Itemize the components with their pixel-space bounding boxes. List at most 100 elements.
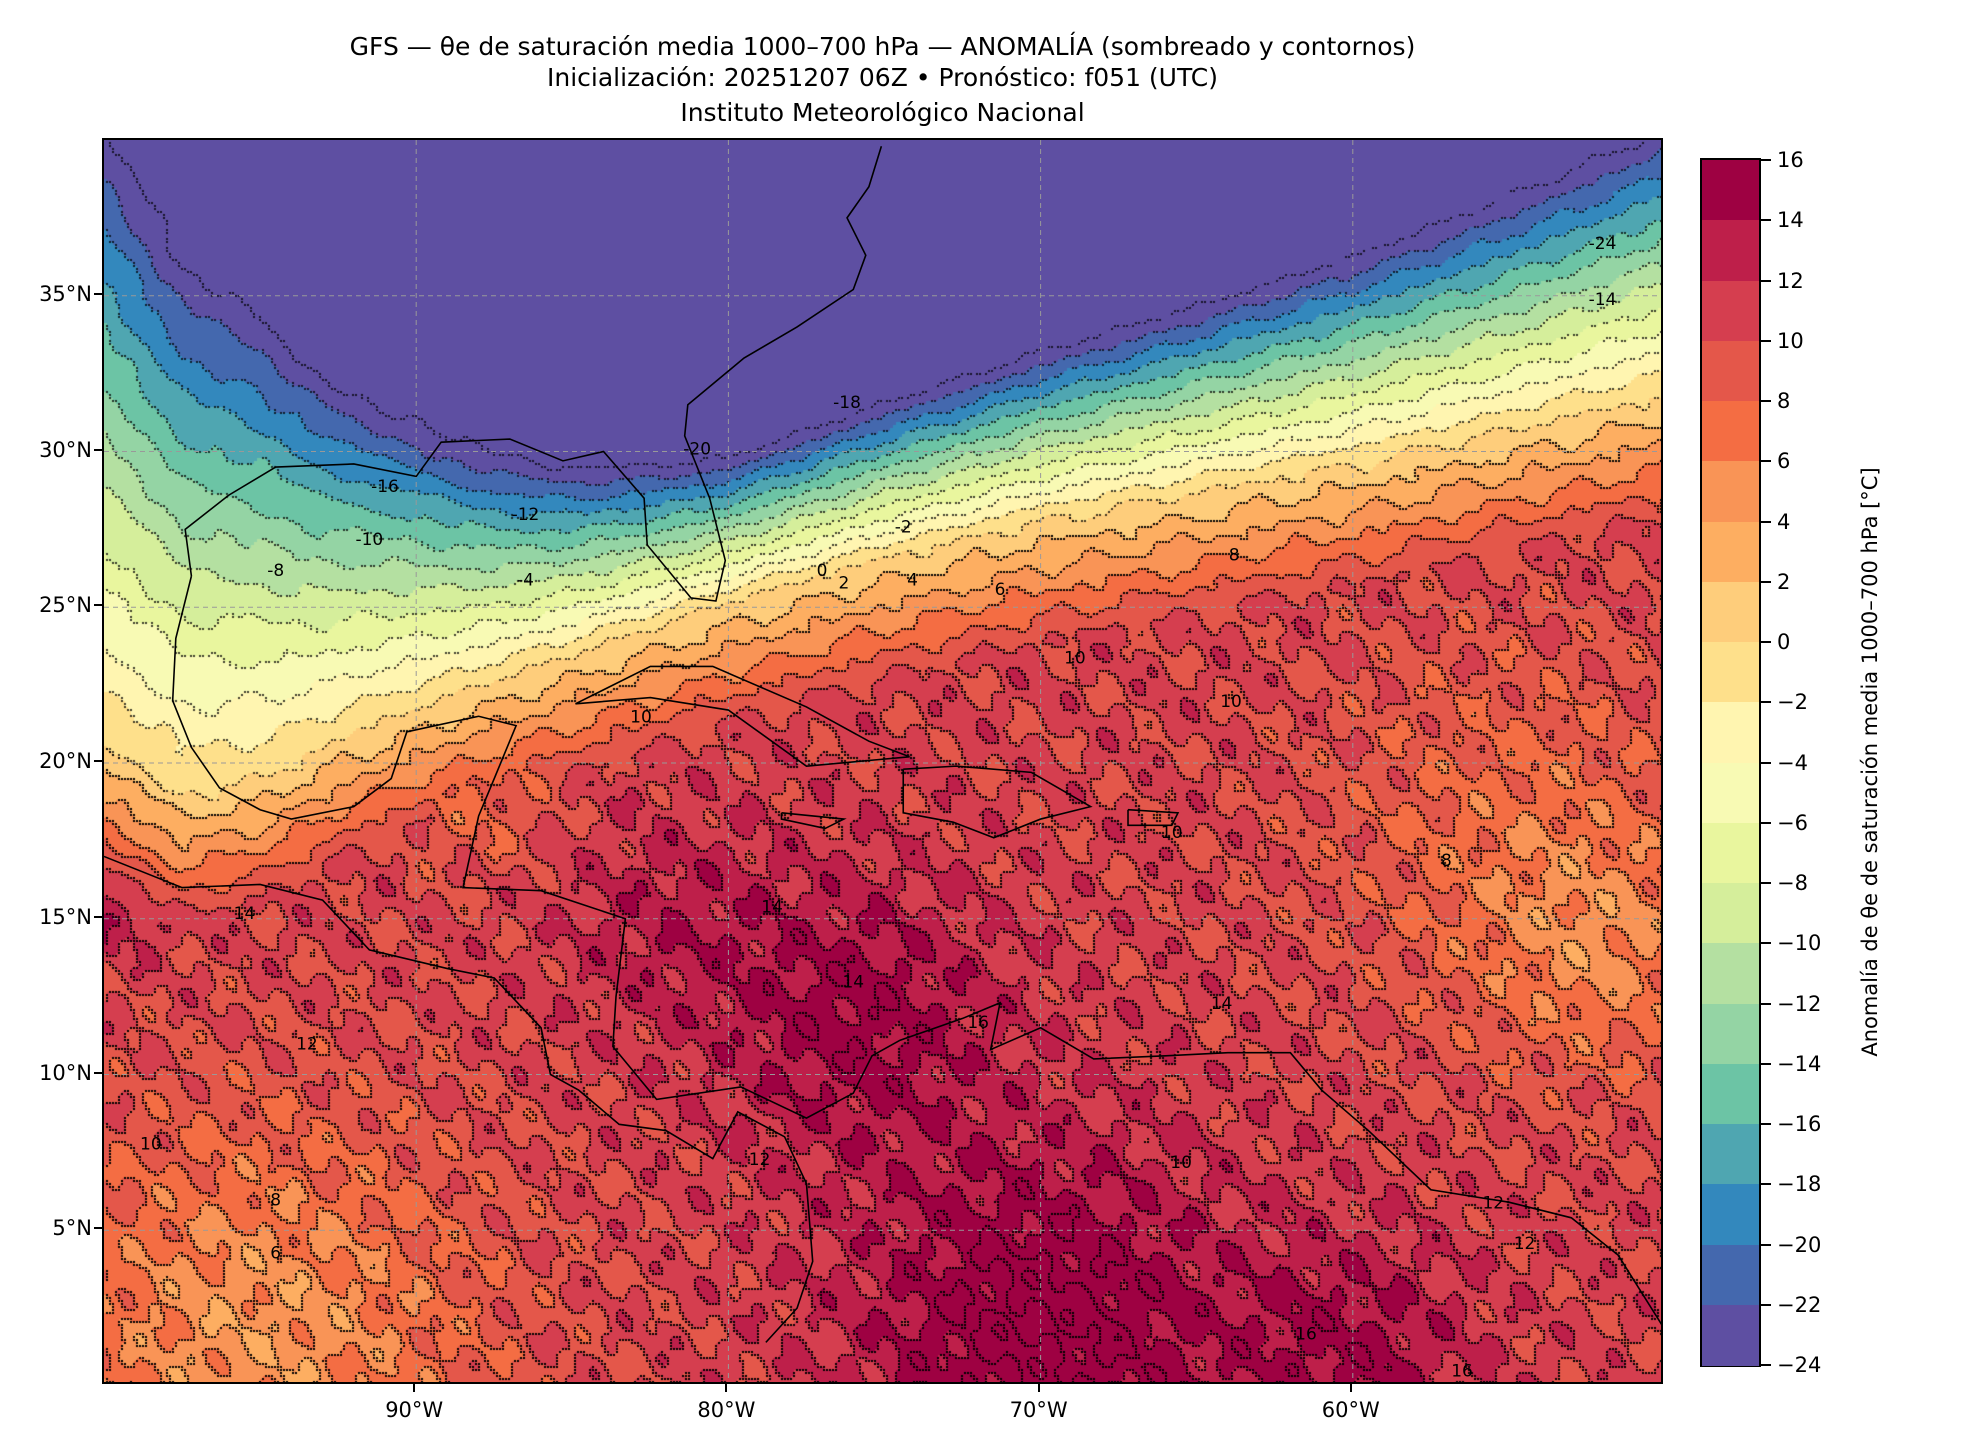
y-tick-mark <box>94 915 102 918</box>
contour-label: 10 <box>140 1134 162 1154</box>
colorbar-tick-label: −6 <box>1777 810 1808 835</box>
contour-label: 16 <box>1295 1324 1317 1344</box>
contour-label: 6 <box>270 1243 281 1263</box>
contour-label: -10 <box>355 530 383 550</box>
contour-label: 4 <box>907 570 918 590</box>
coastline <box>575 665 910 767</box>
contour-label: 14 <box>1211 994 1233 1014</box>
colorbar-tick-mark <box>1761 400 1771 402</box>
contour-label: 10 <box>1064 648 1086 668</box>
colorbar-segment <box>1702 160 1759 221</box>
colorbar-tick-mark <box>1761 219 1771 222</box>
colorbar-tick-label: 8 <box>1777 389 1791 413</box>
colorbar-segment <box>1702 1063 1759 1125</box>
coastline <box>184 145 883 602</box>
coastline <box>1127 808 1180 827</box>
colorbar-tick-mark <box>1761 701 1771 704</box>
chart-subtitle: Inicialización: 20251207 06Z • Pronóstic… <box>547 63 1218 92</box>
y-tick-mark <box>94 1071 102 1074</box>
colorbar-tick-label: −22 <box>1777 1292 1822 1317</box>
colorbar-tick-label: 6 <box>1777 449 1791 474</box>
contour-label: -14 <box>1589 290 1617 310</box>
colorbar-tick-mark <box>1761 159 1771 161</box>
colorbar-tick-mark <box>1761 279 1771 282</box>
y-tick-label: 20°N <box>39 749 92 773</box>
contour-label: 12 <box>1514 1234 1536 1254</box>
contour-label: 10 <box>1170 1153 1192 1173</box>
colorbar-segment <box>1702 943 1759 1004</box>
colorbar-tick-label: −12 <box>1777 991 1822 1016</box>
y-tick-label: 5°N <box>52 1216 92 1241</box>
colorbar-segment <box>1702 1003 1759 1065</box>
contour-label: -20 <box>683 440 711 460</box>
colorbar-tick-label: −24 <box>1777 1353 1822 1377</box>
colorbar-segment <box>1702 340 1759 402</box>
y-tick-mark <box>94 292 102 295</box>
colorbar-segment <box>1702 822 1759 884</box>
coastline <box>902 765 1093 839</box>
colorbar-tick-label: −4 <box>1777 750 1808 775</box>
colorbar-segment <box>1702 1124 1759 1185</box>
contour-label: 10 <box>630 708 652 728</box>
colorbar-tick-mark <box>1761 520 1771 523</box>
colorbar-tick-mark <box>1761 942 1771 945</box>
colorbar-segment <box>1702 642 1759 703</box>
contour-label: 14 <box>234 904 256 924</box>
contour-label: 2 <box>838 574 849 594</box>
colorbar-tick-mark <box>1761 882 1771 884</box>
colorbar-tick-label: 4 <box>1777 509 1791 534</box>
colorbar-segment <box>1702 1244 1759 1306</box>
colorbar-segment <box>1702 280 1759 342</box>
x-tick-label: 90°W <box>385 1398 444 1422</box>
colorbar-tick-label: 14 <box>1777 208 1804 233</box>
colorbar-segment <box>1702 461 1759 522</box>
colorbar-tick-label: 10 <box>1777 328 1804 353</box>
map-plot-area: -16 -12 -10 -8 -4 -20 -18 -24 -14 -2 0 2 4 6 8 10 10 10 10… <box>102 138 1663 1384</box>
contour-label: 8 <box>1229 546 1240 566</box>
contour-label: 10 <box>1161 823 1183 843</box>
colorbar-segment <box>1702 762 1759 824</box>
colorbar-tick-label: 12 <box>1777 268 1804 293</box>
colorbar-tick-label: −16 <box>1777 1112 1822 1136</box>
colorbar-segment <box>1702 521 1759 583</box>
y-tick-mark <box>94 760 102 762</box>
colorbar-tick-mark <box>1761 641 1771 643</box>
contour-label: -16 <box>371 477 399 497</box>
coastline <box>104 855 814 1343</box>
anomaly-shaded-field <box>104 140 1661 1382</box>
contour-label: -18 <box>833 393 861 413</box>
colorbar-tick-mark <box>1761 1243 1771 1246</box>
colorbar-tick-label: −8 <box>1777 871 1808 895</box>
contour-label: 8 <box>1441 851 1452 871</box>
colorbar-segment <box>1702 883 1759 944</box>
colorbar-tick-label: −20 <box>1777 1232 1822 1257</box>
x-tick-mark <box>413 1384 416 1392</box>
x-tick-label: 80°W <box>697 1398 756 1422</box>
colorbar-tick-label: −18 <box>1777 1172 1822 1197</box>
map-overlay: -16-12-10-8 -4-20-18-24-14-202 4 6810101010… <box>104 140 1661 1382</box>
contour-label: 6 <box>995 580 1006 600</box>
coastline <box>171 575 1661 1326</box>
colorbar-segment <box>1702 1304 1759 1366</box>
y-tick-mark <box>94 1227 102 1230</box>
colorbar-tick-label: −14 <box>1777 1051 1822 1076</box>
colorbar-tick-label: 16 <box>1777 148 1804 172</box>
colorbar-segment <box>1702 401 1759 462</box>
x-tick-mark <box>1349 1384 1352 1392</box>
contour-label: 14 <box>761 898 783 918</box>
colorbar-tick-mark <box>1761 761 1771 764</box>
contour-label: -2 <box>895 517 912 537</box>
contour-label: 10 <box>1220 692 1242 712</box>
colorbar-segment <box>1702 1184 1759 1245</box>
contour-label: 8 <box>270 1190 281 1210</box>
coastline <box>780 812 847 830</box>
y-tick-label: 25°N <box>39 593 92 618</box>
contour-label: -12 <box>512 505 540 525</box>
colorbar-tick-mark <box>1761 1123 1771 1125</box>
colorbar-tick-label: 2 <box>1777 569 1791 594</box>
contour-label: 16 <box>967 1013 989 1033</box>
colorbar-label: Anomalía de θe de saturación media 1000–… <box>1858 467 1882 1057</box>
contour-label: 12 <box>749 1150 771 1170</box>
colorbar-tick-label: 0 <box>1777 630 1791 654</box>
chart-title: GFS — θe de saturación media 1000–700 hP… <box>349 32 1416 61</box>
